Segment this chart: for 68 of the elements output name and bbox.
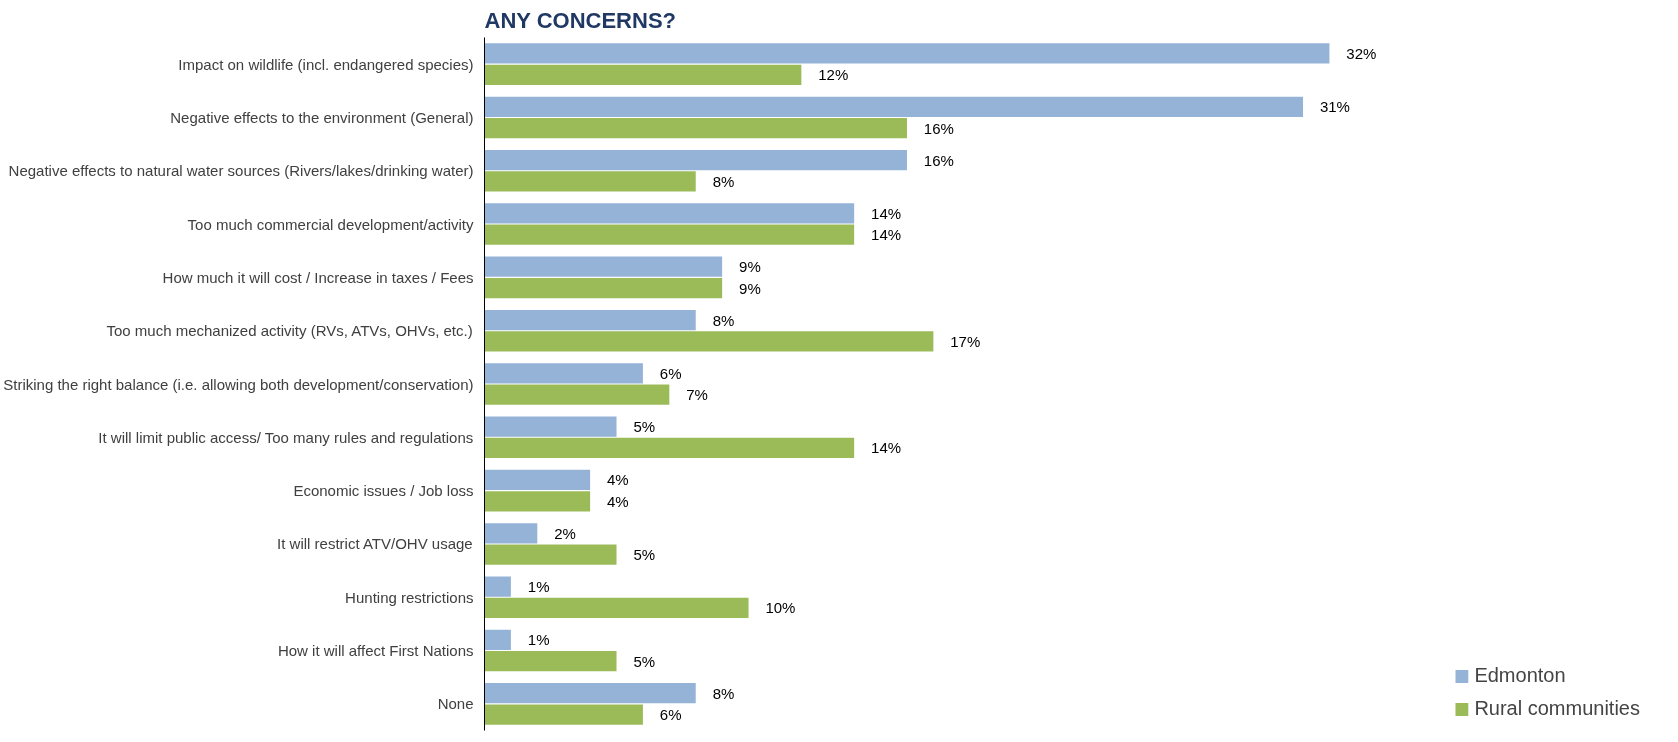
chart-title: ANY CONCERNS? — [484, 7, 677, 33]
bar — [484, 277, 723, 299]
y-tick-label: Hunting restrictions — [345, 588, 474, 606]
y-tick-label: It will restrict ATV/OHV usage — [277, 535, 473, 553]
y-tick-label: Too much mechanized activity (RVs, ATVs, OHVs, etc.) — [106, 322, 473, 340]
bar — [484, 523, 538, 544]
data-label: 10% — [765, 599, 796, 617]
bar — [484, 256, 723, 277]
y-tick-label: Too much commercial development/activity — [187, 215, 474, 233]
y-tick-label: Negative effects to the environment (General) — [170, 108, 474, 126]
data-label: 4% — [607, 492, 629, 510]
bar — [484, 203, 855, 224]
data-label: 1% — [527, 631, 550, 649]
bar — [484, 363, 643, 384]
data-label: 14% — [871, 204, 902, 222]
data-label: 6% — [659, 364, 682, 382]
bar — [484, 171, 696, 192]
y-tick-label: Economic issues / Job loss — [293, 482, 474, 500]
bar — [484, 117, 907, 139]
bar — [484, 597, 749, 619]
legend-label: Edmonton — [1474, 664, 1566, 687]
bar — [484, 704, 643, 725]
bar — [484, 576, 511, 597]
bar — [484, 683, 696, 704]
bar — [484, 149, 907, 171]
bar — [484, 64, 802, 85]
bar — [484, 491, 591, 512]
data-label: 5% — [633, 546, 656, 564]
bar — [484, 309, 696, 331]
data-label: 8% — [712, 172, 735, 190]
data-label: 17% — [950, 332, 981, 350]
bar — [484, 384, 670, 405]
bar — [484, 651, 617, 672]
data-label: 16% — [923, 119, 954, 137]
bar — [484, 331, 934, 352]
data-label: 32% — [1346, 44, 1377, 62]
bar — [484, 224, 855, 245]
data-label: 14% — [871, 226, 902, 244]
bar — [484, 437, 855, 459]
data-label: 5% — [633, 418, 656, 436]
data-label: 14% — [871, 439, 902, 457]
data-label: 8% — [712, 311, 735, 329]
data-label: 12% — [818, 66, 849, 84]
data-label: 7% — [686, 386, 708, 404]
y-tick-label: Impact on wildlife (incl. endangered species) — [178, 55, 474, 73]
bar — [484, 416, 617, 437]
y-tick-label: Negative effects to natural water sources (Rivers/lakes/drinking water) — [8, 162, 474, 180]
data-label: 6% — [659, 706, 682, 724]
y-tick-label: It will limit public access/ Too many rules and regulations — [98, 428, 474, 446]
y-tick-label: Striking the right balance (i.e. allowing both development/conservation) — [3, 375, 474, 393]
y-tick-label: How it will affect First Nations — [277, 642, 474, 660]
legend-label: Rural communities — [1474, 697, 1640, 720]
data-label: 16% — [923, 151, 954, 169]
data-label: 1% — [527, 578, 550, 596]
bar — [484, 43, 1330, 64]
data-label: 4% — [607, 471, 629, 489]
y-tick-label: None — [437, 695, 474, 713]
bar — [484, 96, 1304, 117]
data-label: 8% — [712, 684, 735, 702]
y-tick-label: How much it will cost / Increase in taxes / Fees — [162, 268, 474, 286]
data-label: 2% — [554, 524, 576, 542]
data-label: 9% — [739, 279, 761, 297]
bar — [484, 469, 591, 491]
data-label: 31% — [1319, 98, 1350, 116]
bar — [484, 629, 511, 651]
bar — [484, 544, 617, 565]
data-label: 9% — [739, 258, 761, 276]
data-label: 5% — [633, 652, 656, 670]
